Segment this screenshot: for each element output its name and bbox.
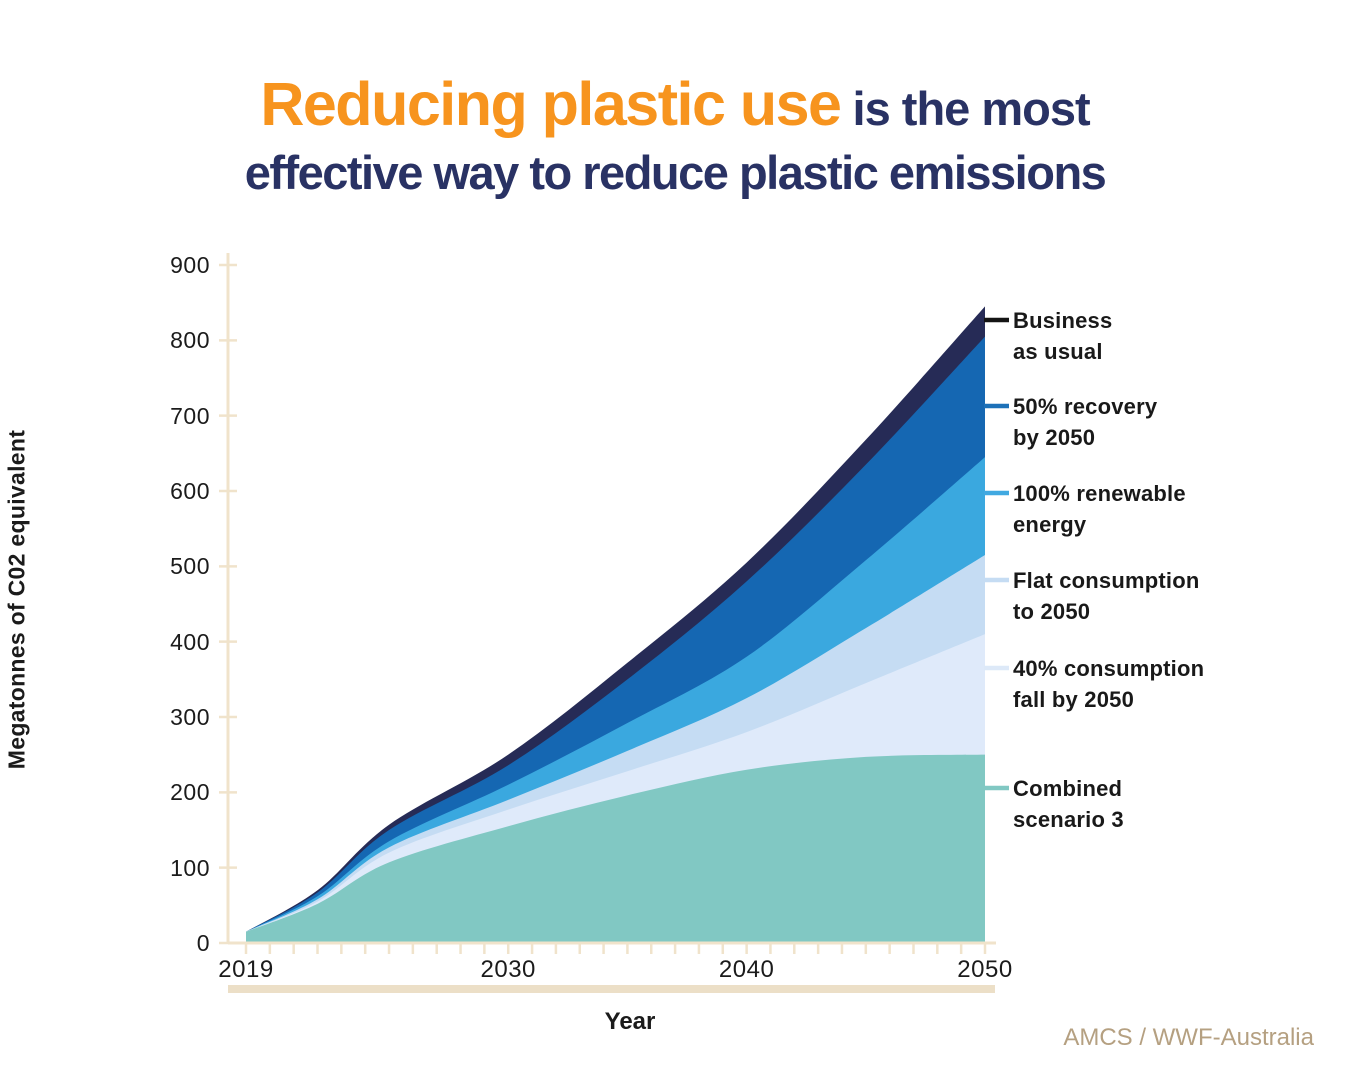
legend-label-line2: as usual <box>1013 339 1103 364</box>
legend-label-line2: to 2050 <box>1013 599 1091 624</box>
legend-label-line2: energy <box>1013 512 1087 537</box>
y-axis-tick-label: 700 <box>170 402 210 429</box>
legend-label-line2: scenario 3 <box>1013 807 1124 832</box>
x-axis-tick-label: 2019 <box>218 956 274 983</box>
title-rest: is the most <box>840 82 1091 135</box>
legend-label-line1: 40% consumption <box>1013 656 1205 681</box>
y-axis-tick-label: 200 <box>170 779 210 806</box>
legend-label-line1: Combined <box>1013 776 1123 801</box>
y-axis-tick-label: 100 <box>170 854 210 881</box>
legend-label-line1: 100% renewable <box>1013 481 1186 506</box>
page-title: Reducing plastic use is the most effecti… <box>0 74 1350 199</box>
legend-item-business-as-usual: Business as usual <box>1013 305 1243 367</box>
title-line-1: Reducing plastic use is the most <box>0 74 1350 135</box>
legend-label-line1: Flat consumption <box>1013 568 1200 593</box>
legend-label-line1: Business <box>1013 308 1113 333</box>
x-axis-tick-label: 2040 <box>718 956 775 983</box>
y-axis-tick-label: 900 <box>170 252 210 278</box>
area-combined-scenario-3 <box>246 754 985 943</box>
legend-item-50-recovery-by-2050: 50% recovery by 2050 <box>1013 391 1243 453</box>
x-axis-tick-label: 2050 <box>957 956 1013 983</box>
y-axis-tick-label: 500 <box>170 553 210 580</box>
y-axis-tick-label: 400 <box>170 628 210 655</box>
legend-label-line2: fall by 2050 <box>1013 687 1135 712</box>
legend-label-line1: 50% recovery <box>1013 394 1158 419</box>
y-axis-title: Megatonnes of C02 equivalent <box>3 429 30 770</box>
title-highlight: Reducing plastic use <box>260 70 842 138</box>
title-line-2: effective way to reduce plastic emission… <box>244 146 1107 199</box>
legend-label-line2: by 2050 <box>1013 425 1096 450</box>
legend-item-40-consumption-fall-by-2050: 40% consumption fall by 2050 <box>1013 653 1243 715</box>
source-credit: AMCS / WWF-Australia <box>1063 1024 1314 1051</box>
legend-item-flat-consumption-to-2050: Flat consumption to 2050 <box>1013 565 1243 627</box>
legend-item-100-renewable-energy: 100% renewable energy <box>1013 478 1243 540</box>
x-axis-title: Year <box>604 1008 656 1035</box>
y-axis-tick-label: 300 <box>170 704 210 730</box>
x-axis-tick-label: 2030 <box>480 956 536 983</box>
y-axis-tick-label: 0 <box>196 930 210 956</box>
y-axis-tick-label: 800 <box>170 327 210 354</box>
legend-item-combined-scenario-3: Combined scenario 3 <box>1013 773 1243 835</box>
y-axis-tick-label: 600 <box>170 478 210 504</box>
